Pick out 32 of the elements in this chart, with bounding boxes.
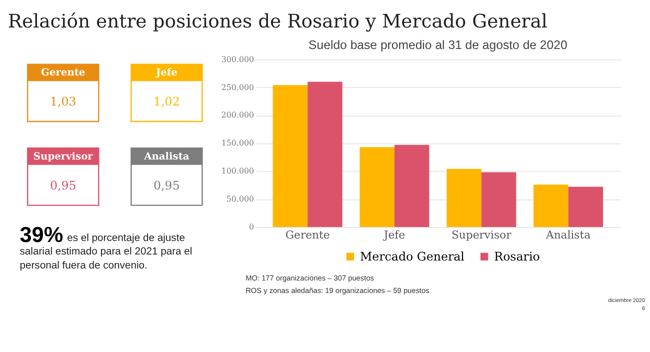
y-tick-label: 300.000	[221, 54, 254, 64]
text: Relación entre posiciones de Rosario y Mercado General	[8, 11, 548, 32]
y-tick-label: 250.000	[221, 82, 254, 92]
bar	[308, 82, 342, 228]
text: 0,95	[154, 178, 180, 193]
category-label: Jefe	[154, 68, 178, 79]
legend-label: Mercado General	[360, 250, 465, 264]
x-tick-label: Jefe	[382, 228, 406, 242]
y-tick-label: 150.000	[221, 138, 254, 148]
text: 0,95	[50, 178, 76, 193]
text: 1,02	[154, 94, 180, 109]
text: 1,03	[50, 94, 76, 109]
bar	[394, 144, 430, 228]
y-tick-label: 50.000	[226, 194, 254, 204]
text: 39%	[20, 222, 64, 247]
category-label: Gerente	[41, 68, 86, 79]
bar	[568, 186, 604, 228]
bar	[534, 184, 568, 228]
x-tick-label: Analista	[545, 228, 592, 242]
bar	[481, 172, 516, 228]
legend-label: Rosario	[494, 250, 540, 264]
bar	[360, 147, 394, 228]
category-label: Analista	[143, 151, 190, 162]
category-label: Supervisor	[33, 151, 94, 162]
x-tick-label: Supervisor	[452, 228, 512, 242]
x-tick-label: Gerente	[285, 228, 330, 242]
y-tick-label: 100.000	[221, 166, 254, 176]
chart-title: Sueldo base promedio al 31 de agosto de 2020	[308, 38, 568, 52]
y-tick-label: 0	[248, 222, 254, 232]
bar	[446, 168, 482, 228]
bar	[272, 85, 308, 228]
y-tick-label: 200.000	[221, 110, 254, 120]
